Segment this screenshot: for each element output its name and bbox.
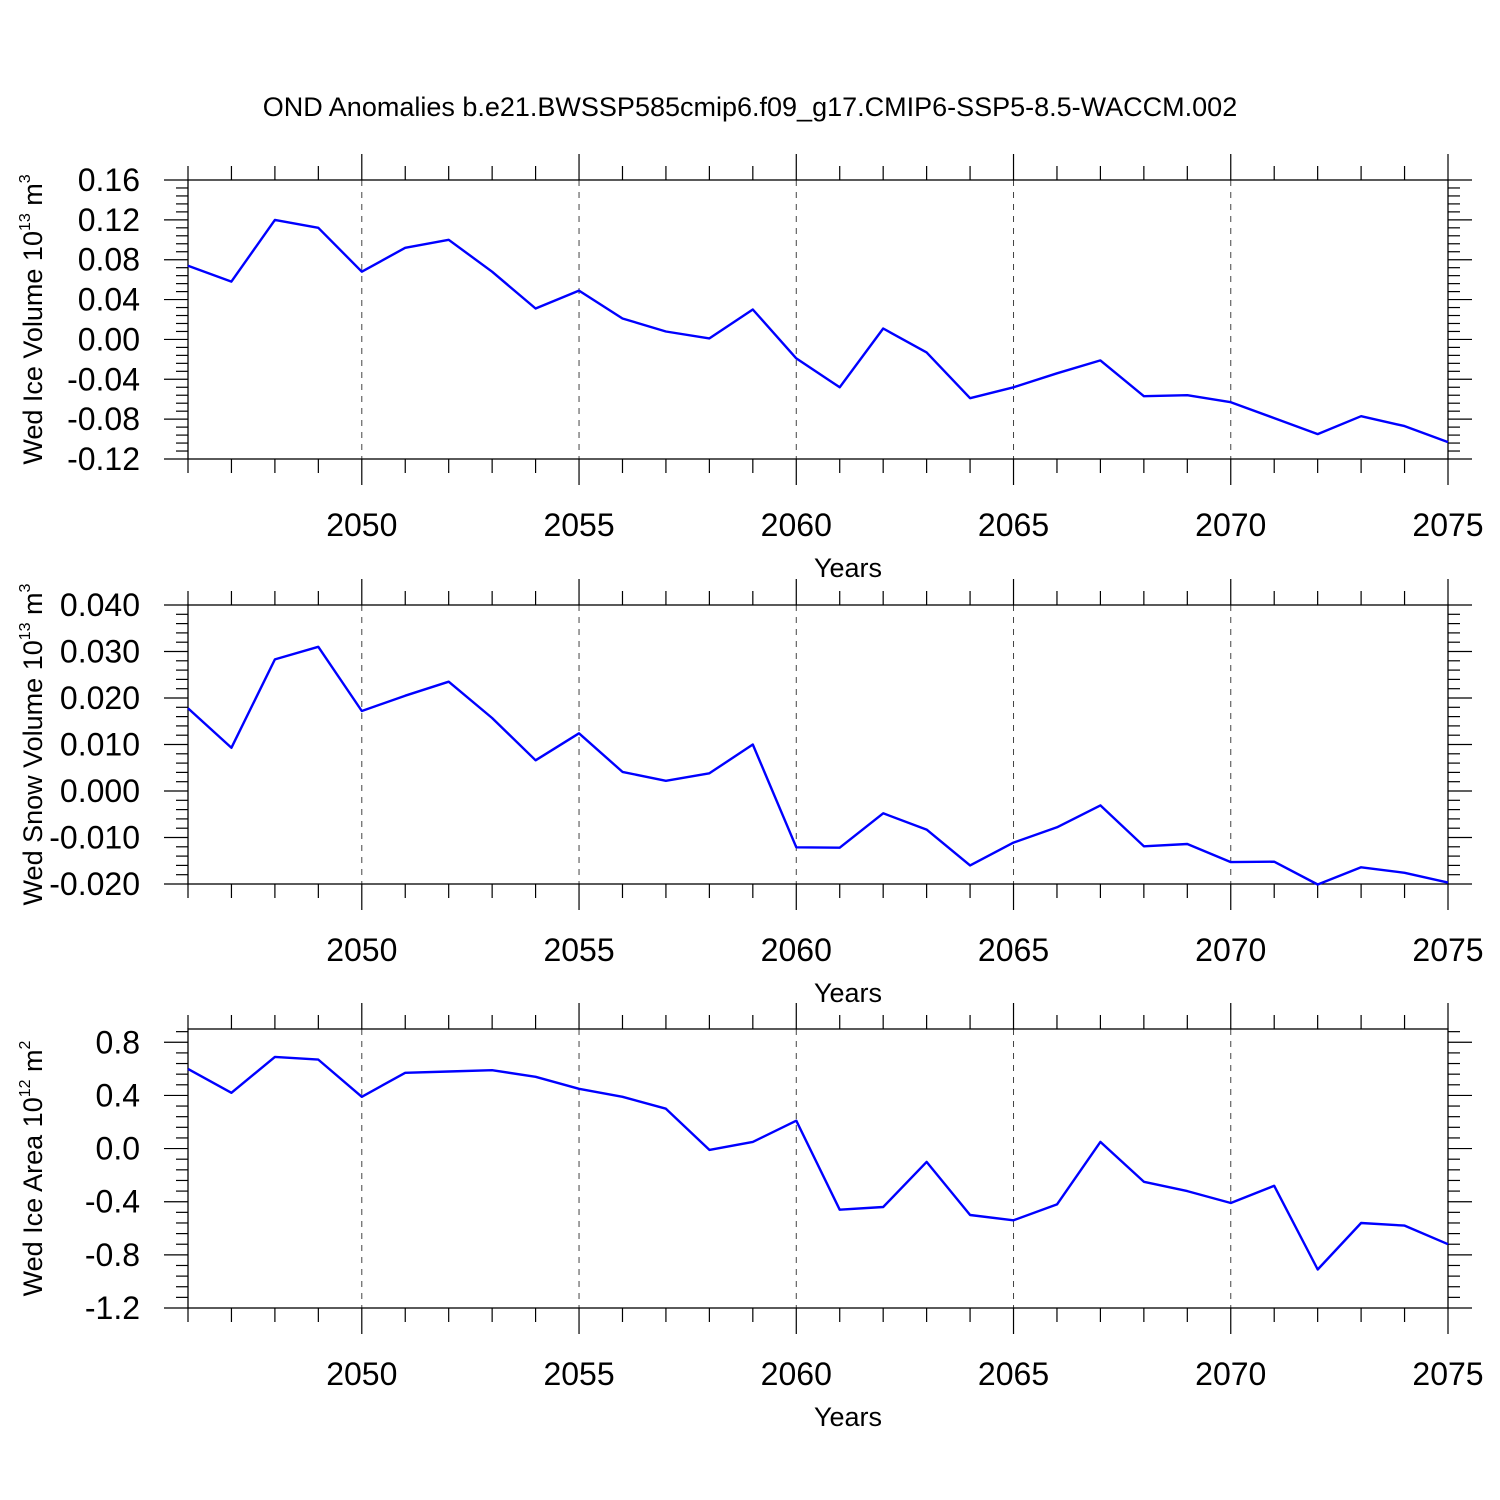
x-axis-title: Years	[814, 1402, 882, 1432]
x-tick-label: 2070	[1195, 507, 1266, 543]
y-tick-label: 0.0	[96, 1131, 140, 1167]
x-axis-title: Years	[814, 553, 882, 583]
x-tick-label: 2050	[326, 507, 397, 543]
x-tick-label: 2060	[761, 932, 832, 968]
y-tick-label: 0.020	[60, 680, 140, 716]
y-tick-label: 0.00	[78, 321, 140, 357]
x-tick-label: 2075	[1412, 507, 1483, 543]
x-tick-label: 2060	[761, 1356, 832, 1392]
x-tick-label: 2050	[326, 932, 397, 968]
panels: -0.12 -0.08 -0.04 0.000.04 0.08 0.12 0.16 2050 2…	[17, 154, 1484, 1432]
y-tick-label: 0.4	[96, 1077, 140, 1113]
x-tick-label: 2055	[543, 1356, 614, 1392]
series-line	[187, 1055, 1449, 1271]
chart-title: OND Anomalies b.e21.BWSSP585cmip6.f09_g1…	[263, 92, 1237, 122]
y-tick-label: -0.010	[49, 820, 140, 856]
y-tick-label: -0.4	[85, 1184, 140, 1220]
y-tick-label: 0.010	[60, 727, 140, 763]
y-tick-label: -0.020	[49, 866, 140, 902]
plot-frame	[187, 604, 1449, 885]
x-tick-label: 2075	[1412, 1356, 1483, 1392]
x-axis-title: Years	[814, 978, 882, 1008]
x-tick-label: 2065	[978, 1356, 1049, 1392]
x-tick-label: 2060	[761, 507, 832, 543]
y-tick-label: 0.16	[78, 162, 140, 198]
y-tick-label: -0.04	[67, 361, 140, 397]
x-tick-label: 2065	[978, 932, 1049, 968]
y-tick-label: -0.08	[67, 401, 140, 437]
y-tick-label: 0.12	[78, 202, 140, 238]
x-tick-label: 2075	[1412, 932, 1483, 968]
panel-3: -1.2 -0.8 -0.4 0.0 0.4 0.8 2050 2055 2060 2065 207…	[17, 1003, 1484, 1432]
y-axis-title: Wed Ice Area 1012 m2	[17, 1040, 48, 1296]
y-tick-label: -1.2	[85, 1290, 140, 1326]
x-tick-label: 2070	[1195, 932, 1266, 968]
y-axis-title: Wed Ice Volume 1013 m3	[17, 174, 48, 464]
x-tick-label: 2055	[543, 932, 614, 968]
panel-2: -0.020 -0.010 0.000 0.010 0.020 0.030 0.040 205…	[17, 579, 1484, 1008]
y-tick-label: 0.000	[60, 773, 140, 809]
x-tick-label: 2050	[326, 1356, 397, 1392]
plot-frame	[187, 1028, 1449, 1309]
plot-frame	[187, 179, 1449, 460]
y-tick-label: -0.12	[67, 441, 140, 477]
panel-1: -0.12 -0.08 -0.04 0.000.04 0.08 0.12 0.16 2050 2…	[17, 154, 1484, 583]
y-tick-label: 0.08	[78, 242, 140, 278]
series-line	[187, 218, 1449, 444]
x-tick-label: 2065	[978, 507, 1049, 543]
x-tick-label: 2055	[543, 507, 614, 543]
y-tick-label: 0.8	[96, 1024, 140, 1060]
y-tick-label: 0.030	[60, 634, 140, 670]
x-tick-label: 2070	[1195, 1356, 1266, 1392]
y-tick-label: 0.04	[78, 282, 140, 318]
y-axis-title: Wed Snow Volume 1013 m3	[17, 583, 48, 905]
y-tick-label: -0.8	[85, 1237, 140, 1273]
series-line	[187, 645, 1449, 886]
y-tick-label: 0.040	[60, 587, 140, 623]
